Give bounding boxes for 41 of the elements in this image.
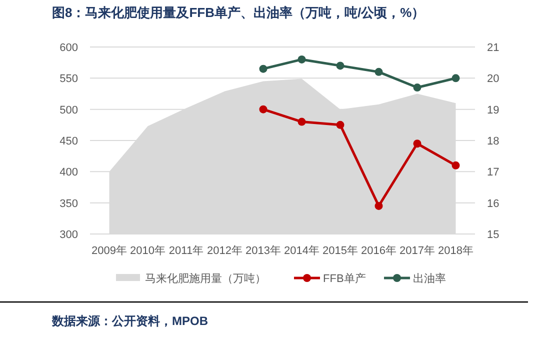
y-tick-label: 400 [60,166,78,179]
point [298,118,306,126]
point [452,161,460,170]
y2-tick-label: 16 [487,198,500,210]
point [413,84,422,92]
point [336,120,344,129]
y-tick-label: 450 [60,136,78,148]
point [413,140,422,148]
legend-label: 出油率 [413,272,446,285]
x-tick-label: 2018年 [438,245,474,257]
x-tick-label: 2013年 [246,245,281,257]
point [374,202,383,210]
y2-tick-label: 15 [487,229,500,241]
title: 图8：马来化肥使用量及FFB单产、出油率（万吨，吨/公顷，%） [52,5,425,20]
x-tick-label: 2009年 [92,245,127,257]
y-tick-label: 300 [60,229,78,241]
point [259,105,268,114]
legend-label: 马来化肥施用量（万吨） [145,272,266,285]
x-tick-label: 2016年 [361,245,396,257]
y2-tick-label: 18 [487,136,500,148]
y-tick-label: 350 [60,198,78,210]
x-tick-label: 2011年 [168,245,204,257]
y-tick-label: 600 [60,42,78,54]
point [298,55,306,64]
x-tick-label: 2017年 [400,245,435,257]
point [259,64,268,73]
x-tick-label: 2015年 [322,245,358,257]
annotation: 数据来源：公开资料，MPOB [52,314,208,328]
point [374,68,383,76]
y2-tick-label: 19 [487,104,500,116]
x-tick-label: 2010年 [130,245,166,257]
y2-tick-label: 20 [487,73,500,86]
x-tick-label: 2014年 [284,245,320,257]
point [452,74,460,82]
y2-tick-label: 21 [487,42,500,54]
y2-tick-label: 17 [487,166,500,179]
y-tick-label: 550 [60,73,78,86]
x-tick-label: 2012年 [207,245,242,257]
y-tick-label: 500 [60,104,78,116]
point [336,62,344,70]
legend-label: FFB单产 [323,272,366,285]
